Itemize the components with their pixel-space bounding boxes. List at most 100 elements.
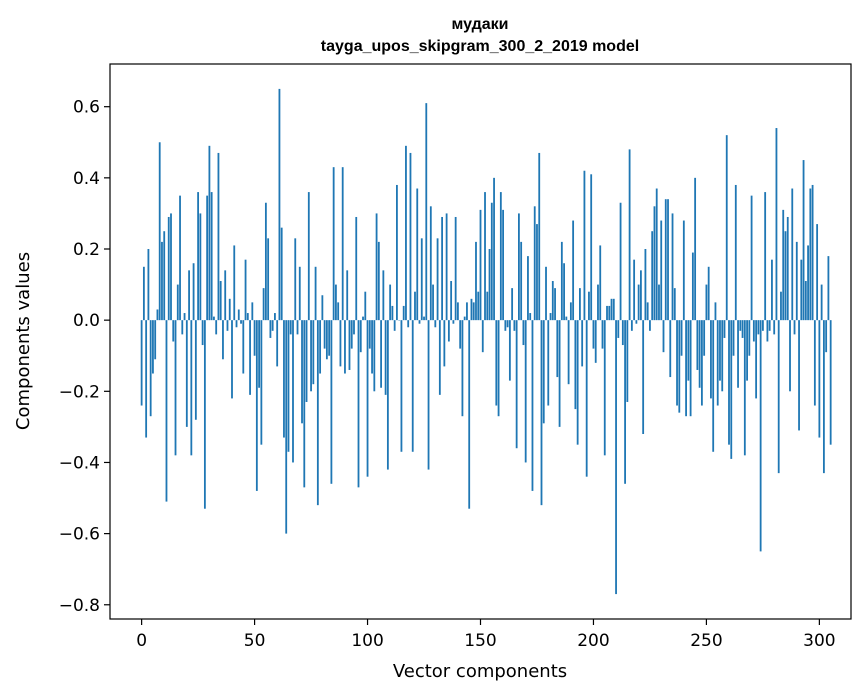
bar: [287, 320, 290, 452]
bar: [231, 320, 233, 399]
bar: [152, 320, 154, 374]
bar: [285, 320, 288, 534]
bar: [292, 320, 294, 463]
bar: [795, 241, 798, 321]
bar: [468, 320, 471, 509]
bar: [283, 320, 285, 438]
bar: [777, 320, 780, 474]
bar: [732, 320, 735, 356]
bar: [192, 263, 195, 321]
bar: [165, 320, 168, 502]
bar: [199, 213, 202, 321]
bar: [260, 320, 263, 445]
bar: [529, 313, 532, 321]
bar: [362, 316, 364, 321]
bar: [375, 213, 378, 321]
chart-title-word: мудаки: [451, 16, 508, 33]
bar: [786, 216, 789, 321]
bar: [249, 320, 251, 395]
bars-group: [140, 88, 832, 595]
bar: [721, 320, 724, 392]
bar: [671, 213, 674, 321]
bar: [691, 252, 694, 321]
bar: [522, 320, 525, 346]
bar: [761, 320, 764, 331]
x-tick-label: 250: [690, 631, 722, 651]
bar: [759, 320, 762, 552]
bar: [411, 320, 414, 452]
bar: [407, 320, 410, 328]
bar: [237, 309, 240, 321]
bar: [350, 320, 353, 349]
bar: [377, 241, 380, 321]
bar: [242, 320, 245, 374]
bar: [405, 145, 407, 321]
bar: [346, 270, 349, 321]
bar: [145, 320, 148, 438]
bar: [161, 241, 163, 321]
bar: [176, 284, 179, 321]
bar: [400, 320, 403, 452]
bar: [298, 266, 301, 321]
bar: [660, 220, 663, 321]
bar: [213, 316, 215, 321]
bar: [423, 316, 425, 321]
bar: [402, 305, 405, 321]
bar: [630, 320, 633, 331]
bar: [502, 209, 504, 321]
bar: [341, 167, 344, 321]
bar: [409, 152, 412, 321]
bar: [771, 259, 773, 321]
y-tick-label: 0.4: [73, 169, 100, 189]
bar: [332, 167, 335, 321]
x-tick-label: 300: [803, 631, 835, 651]
bar: [475, 241, 477, 321]
bar: [382, 270, 385, 321]
bar: [583, 170, 586, 321]
bar: [653, 206, 656, 321]
bar: [673, 288, 676, 321]
bar: [264, 202, 267, 321]
bar: [190, 320, 193, 456]
bar: [452, 320, 455, 324]
bar: [524, 320, 527, 463]
bar: [154, 320, 157, 360]
y-tick-label: −0.8: [59, 596, 100, 616]
bar: [664, 199, 667, 321]
bar: [172, 320, 175, 342]
bar: [447, 320, 450, 342]
bar: [809, 188, 812, 321]
bar: [536, 224, 538, 321]
bar: [147, 249, 150, 321]
bar: [694, 177, 697, 321]
bar: [486, 291, 489, 321]
bar: [251, 302, 254, 321]
bar: [748, 320, 751, 356]
bar: [203, 320, 206, 509]
bar: [389, 284, 392, 321]
bar: [811, 184, 814, 321]
bar: [728, 320, 730, 445]
bar: [219, 281, 222, 321]
bar: [208, 145, 211, 321]
bar: [590, 174, 593, 321]
bar: [450, 281, 453, 321]
bar: [310, 320, 312, 392]
bar: [434, 320, 437, 328]
bar: [301, 320, 303, 424]
bar: [687, 320, 690, 381]
bar: [335, 284, 337, 321]
bar: [617, 320, 620, 338]
bar: [527, 256, 529, 321]
bar: [276, 320, 279, 367]
bar: [818, 320, 821, 438]
y-tick-label: 0.0: [73, 311, 100, 331]
bar: [725, 135, 728, 321]
bar: [734, 184, 737, 321]
bar: [547, 320, 550, 406]
bar: [271, 320, 274, 331]
bar: [371, 320, 373, 374]
bar: [712, 320, 715, 452]
bar: [518, 213, 520, 321]
bar: [676, 320, 678, 406]
